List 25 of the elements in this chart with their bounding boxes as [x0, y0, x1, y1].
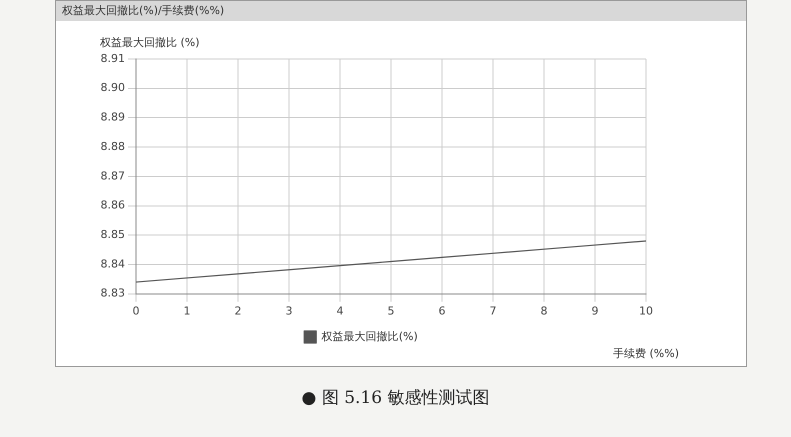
y-tick-label: 8.88 — [100, 140, 125, 153]
y-tick-label: 8.91 — [100, 52, 125, 65]
x-axis-title: 手续费 (%%) — [613, 346, 679, 361]
x-tick-label: 3 — [286, 304, 292, 318]
legend-label: 权益最大回撤比(%) — [320, 330, 418, 343]
x-tick-label: 2 — [234, 304, 242, 318]
y-axis-title: 权益最大回撤比 (%) — [100, 35, 200, 50]
y-tick-label: 8.86 — [100, 198, 125, 212]
y-tick-label: 8.90 — [100, 81, 125, 94]
y-tick-label: 8.89 — [100, 110, 125, 124]
text: ● 图 5.16 敏感性测试图 — [300, 387, 490, 409]
x-tick-label: 1 — [184, 304, 190, 318]
x-tick-label: 4 — [336, 304, 344, 318]
x-tick-label: 5 — [388, 304, 394, 318]
chart-title: 权益最大回撤比(%)/手续费(%%) — [56, 1, 746, 21]
x-tick-label: 6 — [438, 304, 446, 318]
x-tick-label: 0 — [132, 304, 140, 318]
y-tick-label: 8.83 — [100, 286, 125, 300]
x-tick-label: 7 — [490, 304, 496, 318]
y-tick-label: 8.87 — [100, 169, 125, 182]
y-tick-label: 8.84 — [100, 257, 125, 270]
x-tick-label: 10 — [639, 304, 653, 318]
x-tick-label: 8 — [540, 304, 548, 318]
y-tick-label: 8.85 — [100, 228, 125, 241]
x-tick-label: 9 — [592, 304, 598, 318]
